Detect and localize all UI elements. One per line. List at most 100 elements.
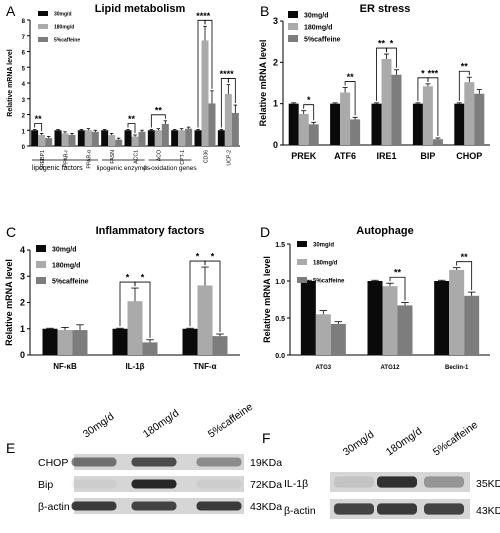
bar [68,134,76,146]
y-axis-label: Relative mRNA level [258,40,268,127]
blot-row-label: Bip [38,479,53,491]
significance-label: * [207,11,211,21]
significance-bracket: ** [34,114,43,132]
significance-bracket: * [134,273,151,338]
legend-swatch [38,24,48,29]
bar [231,112,239,146]
significance-label: * [196,252,200,262]
bar [61,133,69,146]
bar [371,103,382,145]
legend-swatch [288,23,298,30]
lane-label: 30mg/d [81,410,117,440]
x-tick-label: CPT-1 [180,150,186,165]
significance-label: * [230,69,234,79]
legend-swatch [297,241,307,247]
y-tick-label: 2 [20,298,25,308]
significance-bracket: ** [458,62,470,101]
significance-label: *** [428,68,439,78]
bar [115,139,123,146]
bar [84,130,92,146]
x-tick-label: ACO [157,150,163,161]
bar [182,328,198,355]
bar [194,130,202,146]
y-tick-label: 5 [22,66,26,72]
group-label: lipogenic enzymes [97,165,151,172]
bar [147,130,155,146]
legend-swatch [288,35,298,42]
bar [422,86,433,145]
panel-letter: D [260,224,270,240]
y-tick-label: 3 [273,16,278,26]
blot-size-label: 43KDa [476,505,500,517]
bracket-line [150,114,166,128]
bar [178,130,186,146]
bar [300,281,316,355]
lane-label: 180mg/d [141,407,181,440]
x-tick-label: UCP-2 [227,150,233,166]
blot-band [334,503,374,515]
bar [108,134,116,146]
significance-bracket: * [204,252,221,332]
y-tick-label: 1.5 [275,242,285,249]
significance-label: ** [347,72,355,82]
significance-label: ** [461,62,469,72]
blot-band [377,476,417,488]
lane-label: 5%caffeine [206,401,255,441]
bar [464,295,480,355]
panel-letter: B [260,3,269,19]
blot-band [71,479,117,489]
significance-label: * [141,273,145,283]
panel-letter: E [6,440,15,456]
x-tick-label: FASN [110,150,116,164]
bar [288,103,299,145]
significance-bracket: ** [127,114,136,133]
y-tick-label: 3 [20,271,25,281]
bracket-line [127,123,136,133]
legend-swatch [288,11,298,18]
y-tick-label: 0 [273,140,278,150]
blot-band [424,476,464,488]
legend-label: 180mg/d [52,263,80,270]
legend-swatch [36,277,46,284]
significance-label: ** [378,39,386,49]
blot-row-label: β-actin [284,505,316,517]
blot-size-label: 35KDa [476,478,500,490]
significance-label: ** [461,252,469,262]
x-tick-label: IRE1 [376,151,396,161]
y-axis-label: Relative mRNA level [7,49,14,116]
lane-label: 5%caffeine [431,419,480,459]
bar [54,130,62,146]
y-tick-label: 2 [273,57,278,67]
blot-row-label: β-actin [38,501,70,513]
bar [124,130,132,146]
x-tick-label: PPAR-r [63,150,69,167]
chart-panel-a: A Lipid metabolism Relative mRNA level 0 1 2 3… [6,3,240,172]
legend-label: 30mg/d [313,243,334,249]
legend-label: 5%caffeine [52,279,89,286]
bar [42,328,58,355]
bar [381,59,392,145]
bracket-line [427,77,439,136]
bar [330,323,346,355]
bar [434,281,450,355]
significance-bracket: ** [150,105,166,128]
blot-band [196,457,242,467]
bar [31,130,39,146]
bar [432,139,443,145]
chart-title: Inflammatory factors [96,225,205,237]
bracket-line [386,47,397,68]
significance-label: * [421,68,425,78]
bar [138,131,146,146]
x-tick-label: Beclin-1 [445,365,469,371]
blot-band [71,457,117,467]
bar [91,131,99,146]
bracket-line [344,81,356,116]
legend-label: 5%caffeine [54,38,80,44]
y-tick-label: 1 [273,99,278,109]
bar [38,134,46,146]
significance-label: ** [35,114,43,124]
bar [454,103,465,145]
blot-panel-e: E 30mg/d 180mg/d 5%caffeine CHOP 19KDa Bip 72KD… [6,401,282,514]
legend-swatch [36,261,46,268]
